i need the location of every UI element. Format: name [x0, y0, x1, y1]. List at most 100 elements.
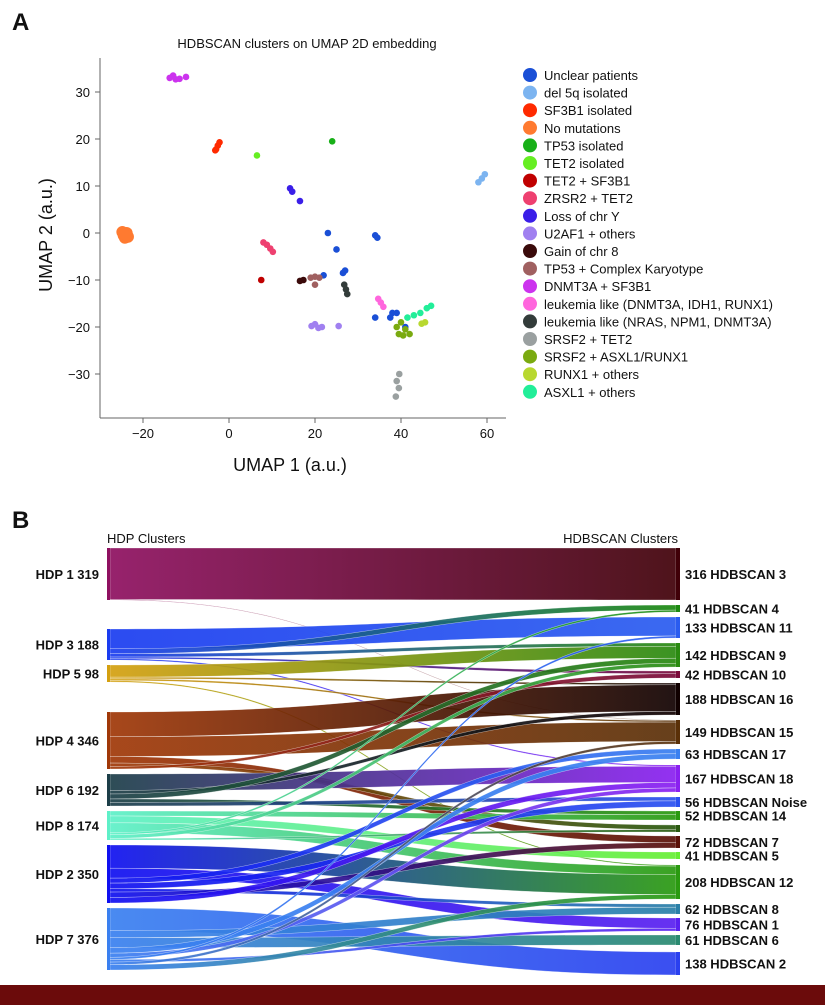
legend-marker [523, 367, 537, 382]
legend-label: SRSF2 + ASXL1/RUNX1 [544, 350, 688, 365]
legend-marker [523, 156, 537, 170]
footer-bar [0, 985, 825, 1005]
data-point [211, 146, 219, 154]
data-point [324, 229, 332, 237]
left-node [107, 712, 110, 769]
data-point [339, 269, 347, 277]
y-tick-label: −10 [68, 273, 90, 288]
legend-label: del 5q isolated [544, 86, 628, 101]
right-node [676, 720, 680, 744]
data-point [269, 248, 277, 256]
legend-label: RUNX1 + others [544, 367, 640, 382]
right-node [676, 935, 680, 945]
right-node [676, 836, 680, 848]
data-point [406, 330, 413, 338]
right-node [676, 643, 680, 667]
data-point [393, 323, 401, 331]
data-point [311, 281, 319, 289]
left-node [107, 908, 110, 970]
legend-marker [523, 314, 537, 329]
data-point [328, 138, 336, 145]
right-node-label: 41 HDBSCAN 4 [685, 602, 780, 617]
data-point [182, 73, 190, 81]
legend-marker [523, 85, 537, 100]
legend-marker [523, 173, 537, 188]
data-point [421, 319, 429, 326]
left-node-label: HDP 8 174 [36, 819, 100, 834]
left-node [107, 811, 110, 840]
data-point [176, 75, 183, 83]
right-node [676, 811, 680, 820]
data-point [371, 314, 379, 321]
data-point [393, 309, 401, 317]
y-tick-label: 0 [83, 226, 90, 241]
left-node-label: HDP 5 98 [43, 667, 99, 682]
legend-marker [523, 349, 537, 364]
data-point [395, 384, 403, 392]
right-node [676, 548, 680, 600]
right-header: HDBSCAN Clusters [563, 531, 678, 546]
right-node [676, 952, 680, 975]
legend-marker [523, 103, 537, 118]
left-node-label: HDP 2 350 [36, 867, 99, 882]
legend-marker [523, 384, 537, 399]
right-node [676, 683, 680, 715]
data-point [300, 276, 307, 284]
right-node [676, 765, 680, 792]
data-point [318, 323, 326, 331]
data-point [427, 302, 435, 310]
legend-label: No mutations [544, 121, 621, 136]
legend-label: SF3B1 isolated [544, 103, 632, 118]
data-point [393, 377, 401, 385]
right-node-label: 62 HDBSCAN 8 [685, 902, 779, 917]
data-point [402, 326, 409, 333]
right-node [676, 918, 680, 931]
right-node-label: 208 HDBSCAN 12 [685, 875, 793, 890]
data-point [335, 322, 342, 330]
data-point [380, 303, 387, 311]
left-node-label: HDP 4 346 [36, 734, 99, 749]
right-node-label: 133 HDBSCAN 11 [685, 621, 793, 636]
right-node-label: 167 HDBSCAN 18 [685, 772, 793, 787]
data-point [343, 290, 351, 298]
data-point [404, 314, 411, 321]
legend-marker [523, 244, 537, 258]
scatter-title: HDBSCAN clusters on UMAP 2D embedding [177, 36, 436, 51]
legend-label: TET2 isolated [544, 156, 624, 171]
right-node-label: 63 HDBSCAN 17 [685, 747, 786, 762]
legend-label: leukemia like (NRAS, NPM1, DNMT3A) [544, 314, 772, 329]
legend-marker [523, 296, 537, 311]
data-point [475, 178, 482, 186]
legend-marker [523, 138, 537, 153]
legend-label: U2AF1 + others [544, 226, 636, 241]
x-tick-label: −20 [132, 426, 154, 441]
legend-marker [523, 261, 537, 276]
data-point [316, 274, 323, 281]
left-node-label: HDP 6 192 [36, 783, 99, 798]
right-node-label: 41 HDBSCAN 5 [685, 849, 779, 864]
legend-marker [523, 226, 537, 241]
umap-scatter-plot: HDBSCAN clusters on UMAP 2D embedding −2… [36, 36, 773, 475]
y-axis-label: UMAP 2 (a.u.) [36, 178, 56, 292]
y-tick-label: −30 [68, 367, 90, 382]
legend-marker [523, 279, 537, 294]
x-tick-label: 40 [394, 426, 408, 441]
data-point [397, 319, 405, 326]
right-node [676, 671, 680, 678]
left-node-label: HDP 3 188 [36, 638, 99, 653]
right-node [676, 617, 680, 638]
legend-marker [523, 208, 537, 223]
x-tick-label: 20 [308, 426, 322, 441]
data-point [253, 152, 261, 159]
legend-label: DNMT3A + SF3B1 [544, 279, 651, 294]
data-point [333, 246, 340, 253]
right-node-label: 149 HDBSCAN 15 [685, 725, 793, 740]
data-point [116, 226, 129, 239]
data-point [399, 332, 407, 339]
right-node [676, 749, 680, 759]
panel-b-label: B [12, 507, 29, 534]
legend-label: TP53 isolated [544, 138, 624, 153]
legend-label: TET2 + SF3B1 [544, 174, 630, 189]
y-tick-label: 20 [76, 132, 90, 147]
data-point [410, 311, 418, 319]
